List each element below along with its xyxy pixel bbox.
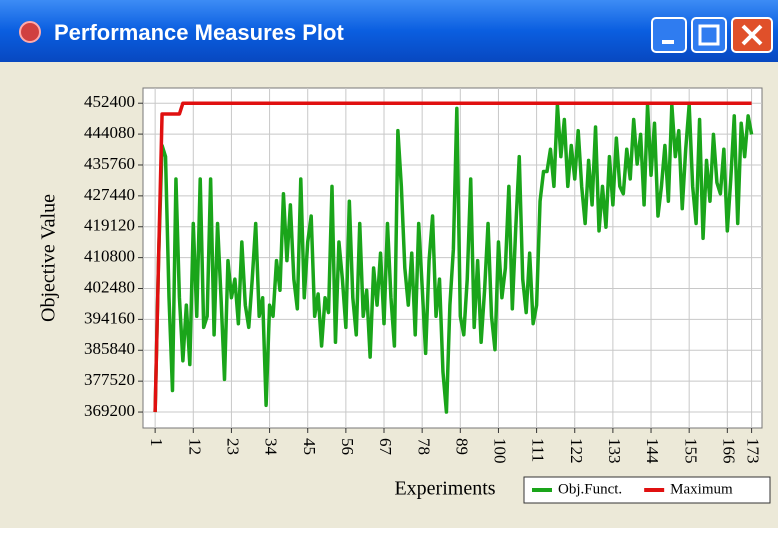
x-tick-label: 122: [567, 438, 586, 464]
maximize-icon: [698, 24, 720, 46]
y-tick-label: 385840: [84, 339, 135, 358]
legend-label: Obj.Funct.: [558, 481, 622, 497]
legend-entries: Obj.Funct. Maximum: [532, 481, 733, 497]
maximize-button[interactable]: [691, 17, 727, 53]
y-tick-label: 377520: [84, 370, 135, 389]
grid: 369200 377520 385840 394160 402480 410800 4191…: [84, 88, 763, 464]
title-bar: [0, 0, 778, 62]
y-tick-label: 452400: [84, 92, 135, 111]
legend-label: Maximum: [670, 481, 733, 497]
series-line: [153, 102, 754, 414]
y-tick-label: 394160: [84, 308, 135, 327]
plot: [153, 101, 754, 414]
y-tick-label: 369200: [84, 401, 135, 420]
series-line: [153, 101, 752, 413]
minimize-button[interactable]: [651, 17, 687, 53]
y-tick-label: 435760: [84, 154, 135, 173]
x-tick-label: 144: [643, 438, 662, 464]
x-tick-label: 1: [147, 438, 166, 447]
x-tick-label: 166: [719, 438, 738, 464]
x-tick-label: 100: [491, 438, 510, 464]
y-axis-label: Objective Value: [38, 194, 60, 322]
x-tick-label: 78: [414, 438, 433, 455]
x-tick-label: 89: [452, 438, 471, 455]
y-tick-label: 402480: [84, 277, 135, 296]
x-tick-label: 155: [681, 438, 700, 464]
app-icon: [19, 21, 41, 43]
x-tick-label: 67: [376, 438, 395, 456]
minimize-icon: [662, 40, 674, 44]
y-tick-label: 419120: [84, 216, 135, 235]
close-icon: [741, 24, 763, 46]
x-tick-label: 12: [185, 438, 204, 455]
y-tick-label: 410800: [84, 247, 135, 266]
x-axis-label: Experiments: [394, 478, 495, 500]
x-tick-label: 111: [529, 438, 548, 462]
x-tick-label: 23: [224, 438, 243, 455]
x-tick-label: 45: [300, 438, 319, 455]
window-title: Performance Measures Plot: [54, 20, 344, 45]
y-tick-label: 427440: [84, 185, 135, 204]
x-tick-label: 133: [605, 438, 624, 464]
x-tick-label: 173: [744, 438, 763, 464]
y-tick-label: 444080: [84, 123, 135, 142]
x-tick-label: 34: [262, 438, 281, 456]
x-tick-label: 56: [338, 438, 357, 455]
